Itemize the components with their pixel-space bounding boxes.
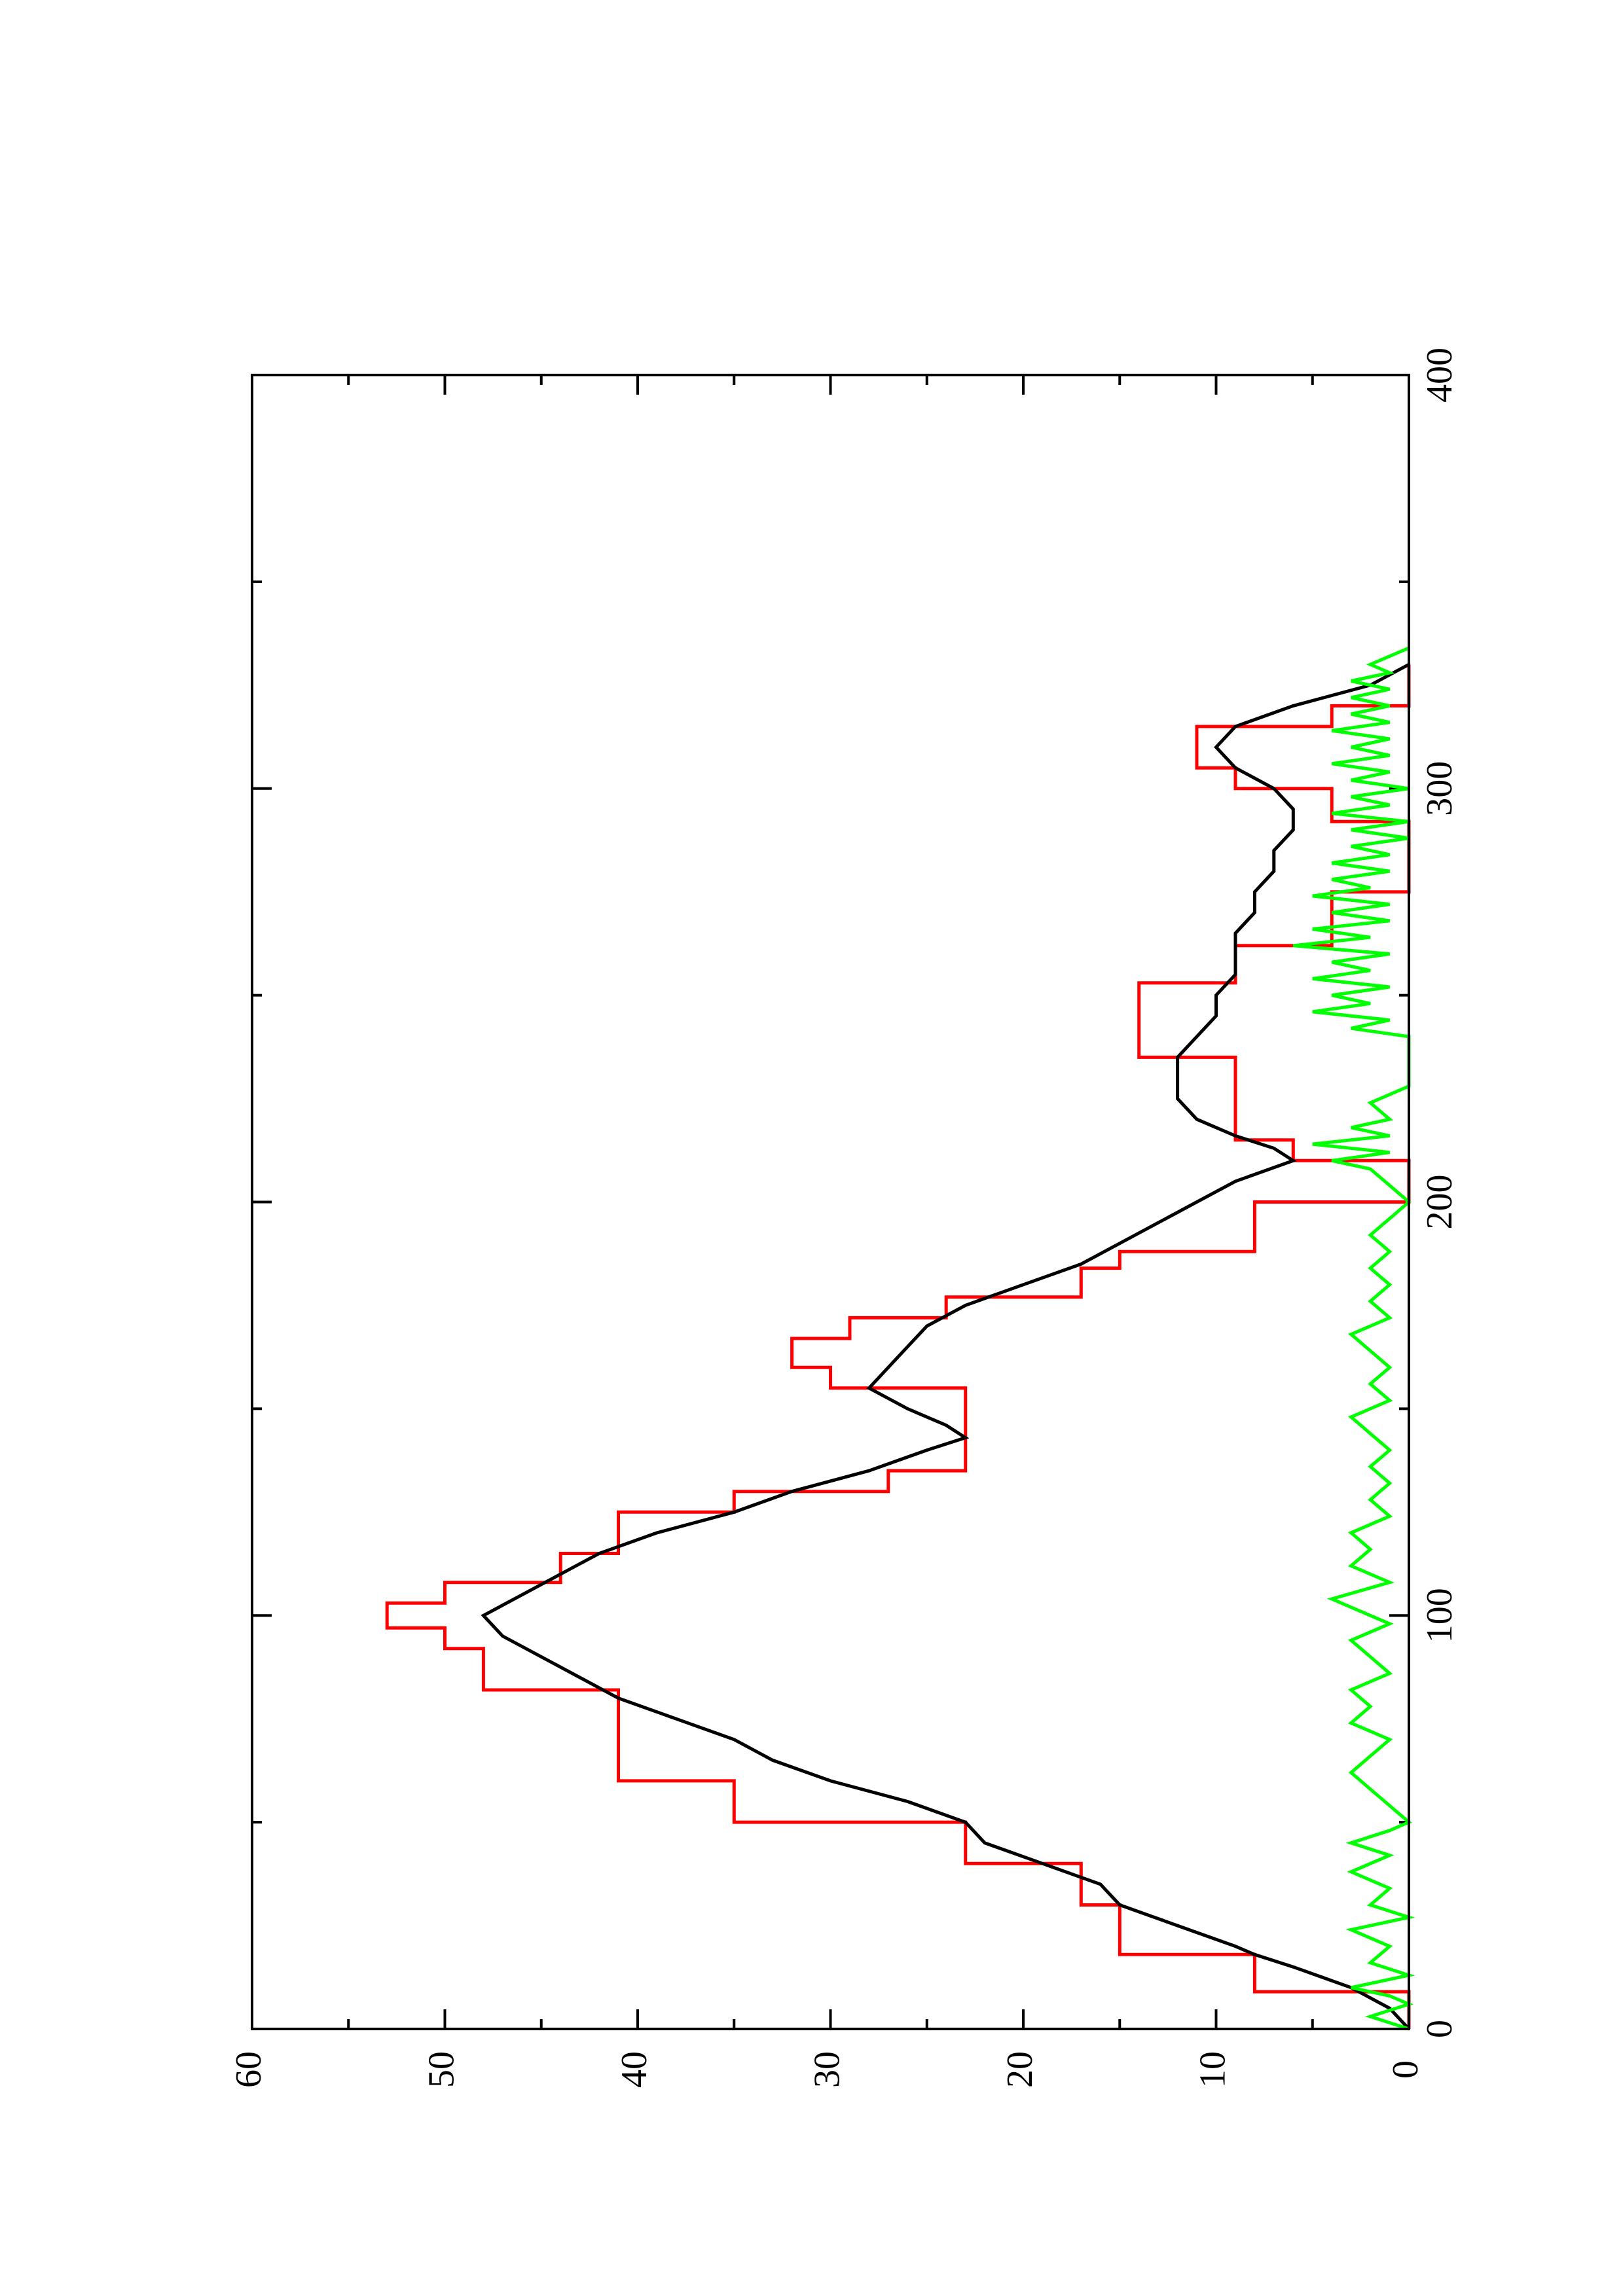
series-lines bbox=[385, 646, 1415, 2031]
series-red-step-line bbox=[385, 664, 1411, 2029]
x-tick-label: 100 bbox=[1419, 1588, 1460, 1643]
x-tick-label: 300 bbox=[1419, 761, 1460, 816]
x-tick-label: 200 bbox=[1419, 1175, 1460, 1230]
y-tick-label: 10 bbox=[1192, 2051, 1233, 2088]
plot-frame bbox=[251, 374, 1410, 2030]
tick-marks bbox=[251, 374, 1410, 2030]
x-tick-label: 400 bbox=[1419, 348, 1460, 403]
y-tick-label: 50 bbox=[421, 2051, 462, 2088]
y-tick-label: 0 bbox=[1385, 2060, 1426, 2079]
series-black-smooth-line bbox=[481, 662, 1410, 2030]
x-tick-label: 0 bbox=[1419, 2020, 1460, 2038]
y-tick-label: 40 bbox=[614, 2051, 655, 2088]
series-green-noise-line bbox=[1293, 646, 1415, 2031]
y-tick-label: 20 bbox=[1000, 2051, 1040, 2088]
y-tick-label: 60 bbox=[228, 2051, 269, 2088]
y-tick-label: 30 bbox=[807, 2051, 847, 2088]
tick-labels: 0 100 200 300 400 0 10 20 30 40 50 60 bbox=[228, 348, 1460, 2088]
